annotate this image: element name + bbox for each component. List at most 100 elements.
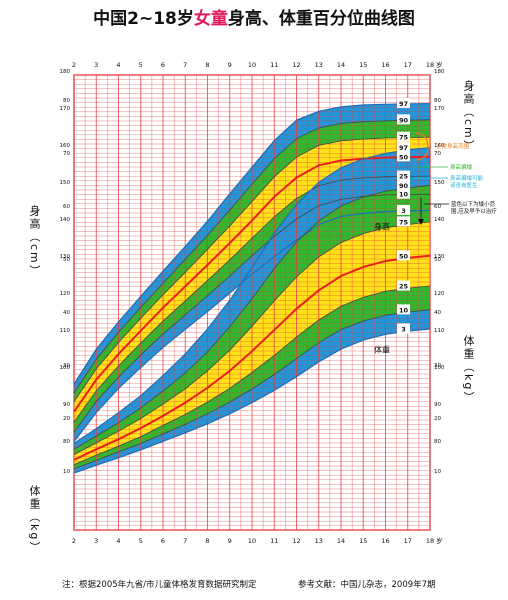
x-tick-bottom: 4 <box>116 537 120 545</box>
weight-curve-label-p90: 90 <box>397 179 410 190</box>
height-curve-p50 <box>73 155 431 413</box>
x-tick-top: 13 <box>315 61 323 69</box>
x-unit-bottom: 岁 <box>436 536 443 545</box>
height-y-tick-left: 110 <box>60 328 71 334</box>
weight-curve-label-p3: 3 <box>397 323 410 334</box>
x-tick-top: 16 <box>381 61 389 69</box>
height-curve-label-p75: 75 <box>397 131 410 142</box>
height-y-tick-left: 140 <box>60 217 71 223</box>
x-tick-bottom: 8 <box>205 537 209 545</box>
x-tick-top: 8 <box>205 61 209 69</box>
x-tick-top: 14 <box>337 61 345 69</box>
height-y-tick-left: 150 <box>60 180 71 186</box>
weight-curve-p3 <box>73 328 431 474</box>
curve-label-bg <box>397 170 410 181</box>
height-curve-p97 <box>73 103 431 385</box>
curve-label-bg <box>397 216 410 227</box>
x-tick-bottom: 3 <box>94 537 98 545</box>
curve-label-text: 50 <box>399 252 409 260</box>
page-title: 中国2~18岁女童身高、体重百分位曲线图 <box>93 9 415 29</box>
height-curve-p25 <box>73 175 431 423</box>
curve-label-text: 97 <box>399 144 408 152</box>
weight-curve-p90 <box>73 184 431 450</box>
weight-y-tick-right: 70 <box>434 151 441 157</box>
curve-label-text: 3 <box>401 325 406 333</box>
curve-label-text: 10 <box>399 191 409 199</box>
curve-label-text: 3 <box>401 207 406 215</box>
normal-range-bracket <box>414 132 429 161</box>
footer-reference: 参考文献：中国儿杂志，2009年7期 <box>298 580 436 590</box>
weight-y-tick-right: 20 <box>434 416 441 422</box>
x-unit-top: 岁 <box>436 60 443 69</box>
weight-y-tick-left: 60 <box>63 204 70 210</box>
height-y-tick-right: 100 <box>434 365 445 371</box>
height-y-tick-right: 180 <box>434 69 445 75</box>
x-tick-top: 18 <box>426 61 434 69</box>
x-tick-top: 12 <box>292 61 300 69</box>
height-y-tick-right: 150 <box>434 180 445 186</box>
curve-label-text: 90 <box>399 116 409 124</box>
weight-y-tick-left: 70 <box>63 151 70 157</box>
height-y-tick-right: 120 <box>434 291 445 297</box>
curve-label-bg <box>397 179 410 190</box>
x-tick-top: 17 <box>404 61 412 69</box>
weight-y-tick-left: 20 <box>63 416 70 422</box>
x-tick-bottom: 7 <box>183 537 187 545</box>
curve-label-bg <box>397 323 410 334</box>
height-y-tick-left: 80 <box>63 439 70 445</box>
x-tick-top: 5 <box>139 61 143 69</box>
note-lower-edge: 身高偏矮 <box>450 163 473 171</box>
weight-curve-p97 <box>73 147 431 444</box>
curve-label-text: 97 <box>399 100 408 108</box>
weight-curve-label-p75: 75 <box>397 216 410 227</box>
curve-label-text: 90 <box>399 182 409 190</box>
height-y-tick-left: 130 <box>60 254 71 260</box>
height-y-tick-left: 90 <box>63 402 70 408</box>
weight-curve-p75 <box>73 221 431 455</box>
x-tick-bottom: 13 <box>315 537 323 545</box>
weight-y-tick-left: 30 <box>63 363 70 369</box>
height-y-tick-left: 180 <box>60 69 71 75</box>
height-curve-p3 <box>73 209 431 443</box>
curve-label-bg <box>397 114 410 125</box>
height-y-tick-left: 100 <box>60 365 71 371</box>
height-axis-label-left: 身高（cm） <box>28 205 41 278</box>
x-tick-top: 7 <box>183 61 187 69</box>
height-y-tick-left: 120 <box>60 291 71 297</box>
weight-y-tick-left: 10 <box>63 469 70 475</box>
x-tick-bottom: 11 <box>270 537 278 545</box>
note-blue-2: 围,应及早予以治疗 <box>451 207 497 215</box>
height-panel-label: 身高 <box>374 222 390 232</box>
weight-y-tick-right: 60 <box>434 204 441 210</box>
x-tick-bottom: 15 <box>359 537 367 545</box>
weight-y-tick-right: 10 <box>434 469 441 475</box>
curve-label-text: 50 <box>399 153 409 161</box>
curve-label-bg <box>397 204 410 215</box>
x-tick-top: 9 <box>228 61 232 69</box>
x-tick-bottom: 17 <box>404 537 412 545</box>
x-tick-top: 3 <box>94 61 98 69</box>
curve-label-bg <box>397 142 410 153</box>
x-tick-top: 6 <box>161 61 165 69</box>
x-tick-top: 2 <box>72 61 76 69</box>
weight-curve-label-p97: 97 <box>397 142 410 153</box>
weight-curve-label-p10: 10 <box>397 304 410 315</box>
height-y-tick-right: 130 <box>434 254 445 260</box>
x-tick-bottom: 6 <box>161 537 165 545</box>
weight-y-tick-right: 50 <box>434 257 441 263</box>
weight-y-tick-left: 50 <box>63 257 70 263</box>
curve-label-text: 75 <box>399 218 409 226</box>
weight-curve-p50 <box>73 254 431 461</box>
weight-y-tick-left: 80 <box>63 98 70 104</box>
height-curve-p10 <box>73 193 431 433</box>
curve-label-text: 10 <box>399 306 409 314</box>
height-y-tick-right: 90 <box>434 402 441 408</box>
height-curve-label-p50: 50 <box>397 151 410 162</box>
x-tick-top: 4 <box>116 61 120 69</box>
footer-note: 注：根据2005年九省/市儿童体格发育数据研究制定 <box>62 580 257 590</box>
height-curve-p75 <box>73 136 431 403</box>
weight-curve-label-p25: 25 <box>397 280 410 291</box>
curve-label-bg <box>397 280 410 291</box>
x-tick-top: 11 <box>270 61 278 69</box>
